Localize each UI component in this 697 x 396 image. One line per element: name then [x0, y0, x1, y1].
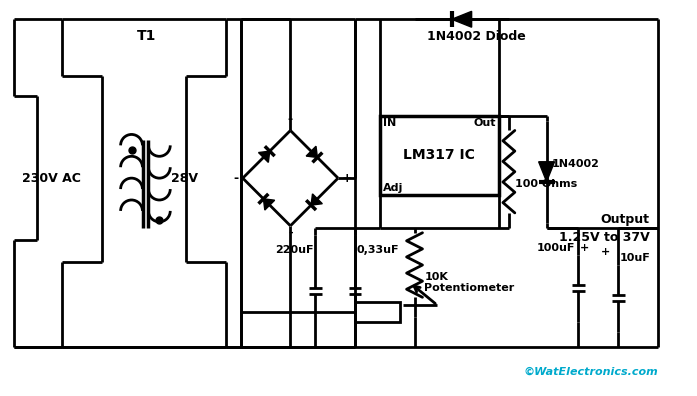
- Polygon shape: [259, 151, 270, 162]
- Text: 28V: 28V: [171, 171, 198, 185]
- Bar: [355, 302, 399, 322]
- Text: IN: IN: [383, 118, 396, 128]
- Text: 230V AC: 230V AC: [22, 171, 81, 185]
- Polygon shape: [311, 194, 322, 205]
- Text: -: -: [288, 228, 293, 238]
- Polygon shape: [306, 146, 317, 158]
- Text: Adj: Adj: [383, 183, 403, 193]
- Text: 10K
Potentiometer: 10K Potentiometer: [424, 272, 514, 293]
- Text: 10uF: 10uF: [620, 253, 651, 263]
- Bar: [380, 116, 499, 195]
- Text: 0,33uF: 0,33uF: [357, 245, 399, 255]
- Text: 1N4002: 1N4002: [551, 159, 599, 169]
- Text: 100uF: 100uF: [537, 243, 576, 253]
- Text: Out: Out: [473, 118, 496, 128]
- Text: 1.25V to 37V: 1.25V to 37V: [559, 231, 650, 244]
- Text: T1: T1: [137, 29, 156, 43]
- Text: ©WatElectronics.com: ©WatElectronics.com: [523, 367, 658, 377]
- Text: -: -: [288, 112, 293, 126]
- Text: +: +: [601, 247, 610, 257]
- Text: -: -: [233, 171, 239, 185]
- Text: +: +: [342, 171, 353, 185]
- Polygon shape: [539, 162, 555, 182]
- Text: 1N4002 Diode: 1N4002 Diode: [427, 30, 526, 43]
- Polygon shape: [452, 11, 472, 27]
- Text: 100 Ohms: 100 Ohms: [515, 179, 577, 189]
- Text: Output: Output: [601, 213, 650, 227]
- Text: LM317 IC: LM317 IC: [404, 148, 475, 162]
- Text: +: +: [581, 243, 590, 253]
- Text: 220uF: 220uF: [275, 245, 313, 255]
- Polygon shape: [263, 199, 275, 210]
